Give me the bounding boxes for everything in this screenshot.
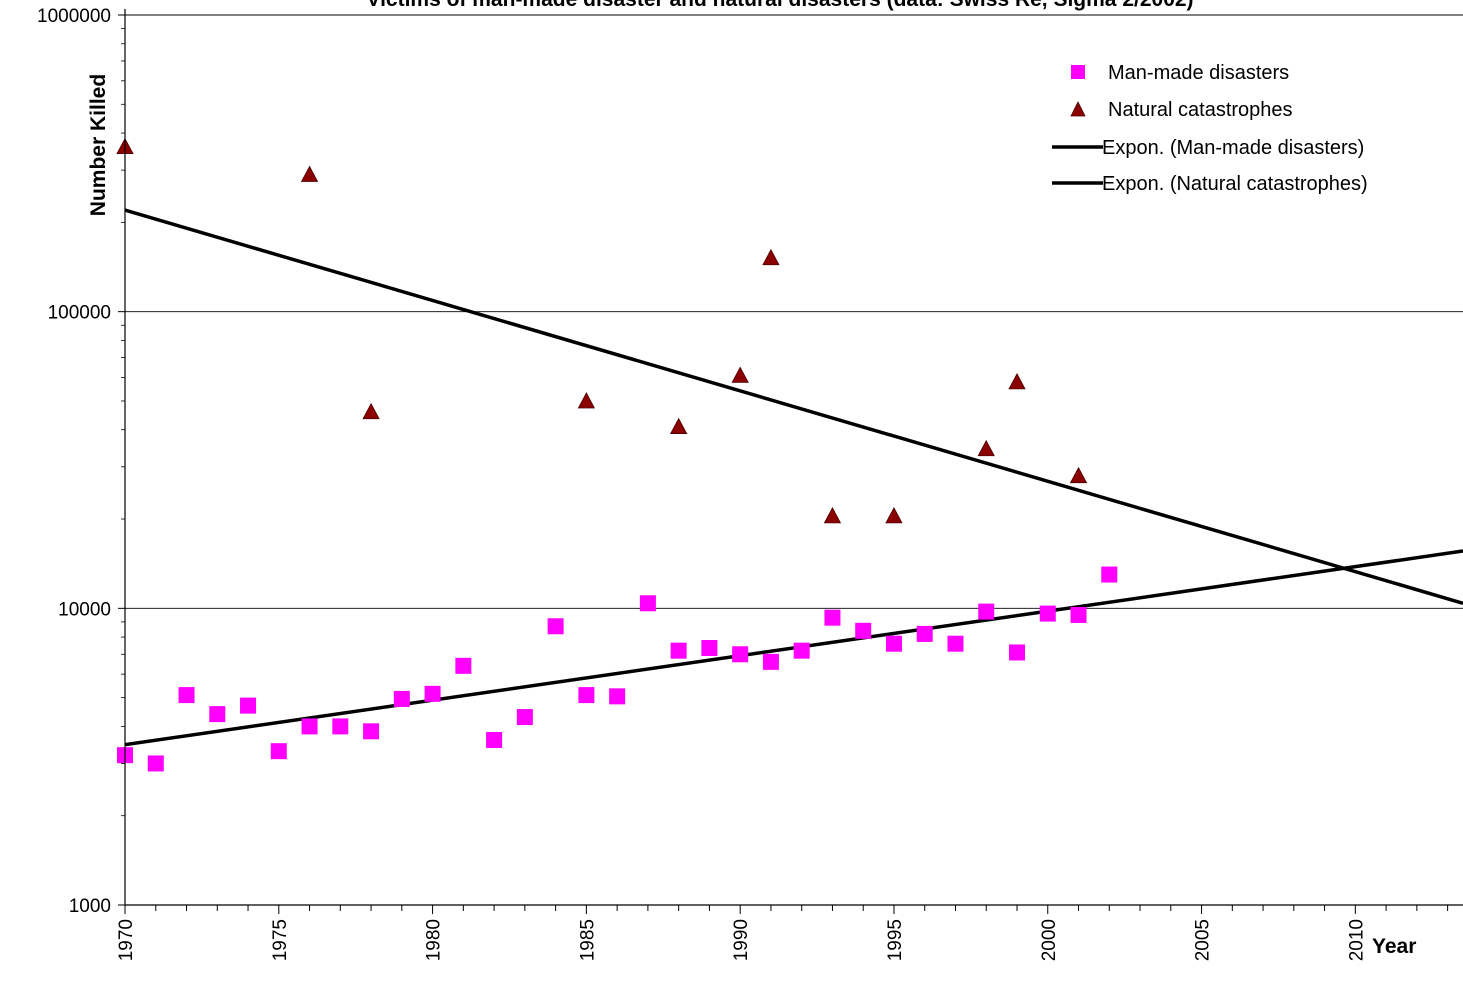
point-natural xyxy=(762,248,780,266)
tick-label-layer: 1000 10000 100000 1000000 1970 1975 1980 1985 19… xyxy=(37,6,1367,961)
trendline-natural xyxy=(125,208,1463,605)
point-natural xyxy=(669,417,688,434)
point-man-made xyxy=(270,743,287,760)
point-man-made xyxy=(178,687,195,704)
point-man-made xyxy=(301,718,318,735)
y-tick-label: 1000 xyxy=(69,896,111,917)
legend-label-natural: Natural catastrophes xyxy=(1108,99,1293,121)
point-man-made xyxy=(885,635,902,652)
point-man-made xyxy=(578,687,595,704)
x-tick-label: 2010 xyxy=(1346,919,1367,961)
y-axis-title: Number Killed xyxy=(87,74,110,216)
x-tick-label: 1970 xyxy=(116,919,137,961)
point-man-made xyxy=(1101,566,1118,583)
x-tick-label: 2000 xyxy=(1039,919,1060,961)
legend-marker-natural xyxy=(1070,101,1086,117)
point-man-made xyxy=(455,657,472,674)
point-man-made xyxy=(732,646,749,663)
point-natural xyxy=(1008,372,1026,390)
point-man-made xyxy=(916,625,933,642)
point-man-made xyxy=(147,755,164,772)
point-man-made xyxy=(978,603,995,620)
point-natural xyxy=(885,506,903,524)
x-tick-label: 1985 xyxy=(577,919,598,961)
grid-layer xyxy=(125,14,1463,609)
legend-label-trend-man-made: Expon. (Man-made disasters) xyxy=(1102,137,1364,159)
chart-title: Victims of man-made disaster and natural… xyxy=(366,0,1193,11)
legend-marker-man-made xyxy=(1071,65,1085,79)
points-layer xyxy=(116,137,1118,772)
y-tick-label: 10000 xyxy=(58,599,111,620)
point-man-made xyxy=(363,723,380,740)
x-axis-title: Year xyxy=(1372,935,1416,958)
point-man-made xyxy=(762,653,779,670)
point-man-made xyxy=(793,642,810,659)
y-tick-label: 1000000 xyxy=(37,6,111,27)
point-man-made xyxy=(824,609,841,626)
point-natural xyxy=(577,392,596,409)
axes-layer xyxy=(118,9,1463,914)
point-natural xyxy=(731,366,749,383)
point-natural xyxy=(823,506,842,524)
legend: Man-made disasters Natural catastrophes … xyxy=(1052,62,1368,195)
point-man-made xyxy=(516,709,533,726)
point-man-made xyxy=(332,718,349,735)
point-natural xyxy=(300,165,319,182)
point-man-made xyxy=(547,618,564,635)
point-man-made xyxy=(947,635,964,652)
x-tick-label: 1995 xyxy=(885,919,906,961)
point-natural xyxy=(1069,466,1088,484)
point-natural xyxy=(977,439,995,457)
x-tick-label: 2005 xyxy=(1193,919,1214,961)
point-man-made xyxy=(1009,644,1025,661)
point-man-made xyxy=(393,690,410,707)
point-man-made xyxy=(1039,605,1056,622)
point-man-made xyxy=(609,688,626,705)
x-tick-label: 1980 xyxy=(424,919,445,961)
point-man-made xyxy=(701,640,718,657)
point-man-made xyxy=(670,642,687,659)
trendline-layer xyxy=(125,208,1463,747)
point-man-made xyxy=(209,706,226,723)
point-man-made xyxy=(1070,606,1087,623)
legend-label-trend-natural: Expon. (Natural catastrophes) xyxy=(1102,173,1368,195)
legend-label-man-made: Man-made disasters xyxy=(1108,62,1289,84)
x-tick-label: 1990 xyxy=(731,919,752,961)
point-man-made xyxy=(639,595,656,612)
point-man-made xyxy=(486,731,503,748)
point-man-made xyxy=(424,685,441,702)
point-natural xyxy=(362,402,380,420)
point-man-made xyxy=(240,697,257,714)
y-tick-label: 100000 xyxy=(48,303,111,324)
x-tick-label: 1975 xyxy=(270,919,291,961)
point-man-made xyxy=(855,622,872,639)
